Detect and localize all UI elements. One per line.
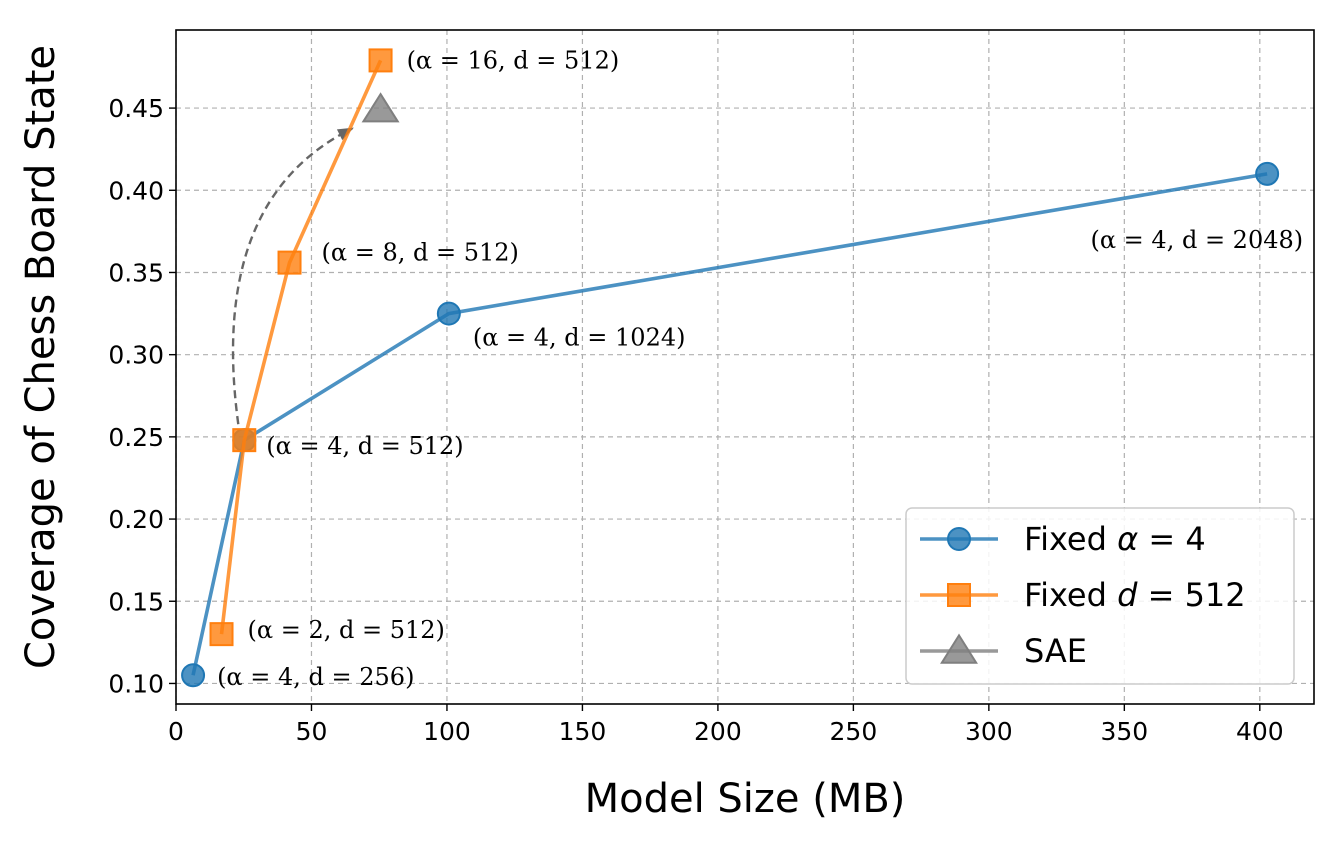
data-point — [232, 428, 257, 453]
legend-label: Fixed d = 512 — [1024, 576, 1246, 614]
series — [181, 48, 1280, 688]
x-tick-label: 400 — [1236, 717, 1284, 746]
data-point — [361, 92, 400, 123]
series-line — [219, 59, 383, 635]
annotation-arrow — [231, 127, 354, 425]
y-axis-label: Coverage of Chess Board State — [18, 45, 64, 669]
legend-marker — [947, 583, 971, 607]
data-point — [1255, 161, 1280, 186]
legend-marker — [947, 527, 971, 551]
legend-entry: Fixed d = 512 — [920, 576, 1246, 614]
y-tick-label: 0.35 — [108, 258, 164, 287]
point-label: (α = 2, d = 512) — [248, 616, 445, 644]
point-label: (α = 16, d = 512) — [407, 46, 620, 74]
point-label: (α = 4, d = 256) — [217, 663, 414, 691]
legend-label: Fixed α = 4 — [1024, 520, 1206, 558]
series-1 — [209, 48, 393, 647]
plot-frame — [175, 29, 1315, 705]
y-tick-label: 0.25 — [108, 423, 164, 452]
grid-lines — [175, 30, 1314, 704]
legend-label: SAE — [1024, 632, 1087, 670]
x-tick-label: 250 — [830, 717, 878, 746]
point-label: (α = 4, d = 512) — [266, 432, 463, 460]
y-tick-label: 0.20 — [108, 505, 164, 534]
y-tick-label: 0.30 — [108, 341, 164, 370]
legend: Fixed α = 4 Fixed d = 512 SAE — [905, 507, 1295, 685]
x-axis-label: Model Size (MB) — [585, 776, 906, 822]
legend-entry: Fixed α = 4 — [920, 520, 1206, 558]
data-point — [368, 48, 393, 73]
point-label: (α = 8, d = 512) — [322, 239, 519, 267]
x-tick-label: 300 — [965, 717, 1013, 746]
point-annotations: (α = 4, d = 256) (α = 4, d = 1024) (α = 4,… — [217, 46, 1303, 691]
x-tick-label: 0 — [168, 717, 184, 746]
data-point — [209, 622, 234, 647]
x-tick-label: 100 — [423, 717, 471, 746]
legend-box — [905, 507, 1295, 685]
y-tick-label: 0.10 — [108, 669, 164, 698]
y-tick-label: 0.45 — [108, 94, 164, 123]
y-tick-label: 0.15 — [108, 587, 164, 616]
x-tick-label: 350 — [1100, 717, 1148, 746]
data-point — [436, 301, 461, 326]
data-point — [181, 663, 206, 688]
y-tick-label: 0.40 — [108, 176, 164, 205]
data-point — [277, 250, 302, 275]
curved-arrow-path — [231, 127, 353, 425]
x-tick-label: 50 — [296, 717, 328, 746]
point-label: (α = 4, d = 1024) — [473, 324, 686, 352]
x-tick-label: 200 — [694, 717, 742, 746]
series-2 — [361, 92, 400, 123]
series-line — [191, 172, 1268, 676]
point-label: (α = 4, d = 2048) — [1090, 226, 1303, 254]
legend-marker — [940, 633, 978, 664]
legend-entry: SAE — [920, 632, 1087, 670]
axes: 0 50 100 150 200 250 300 350 400 0.10 0.15 0.20 0.25… — [18, 29, 1315, 822]
x-tick-label: 150 — [559, 717, 607, 746]
